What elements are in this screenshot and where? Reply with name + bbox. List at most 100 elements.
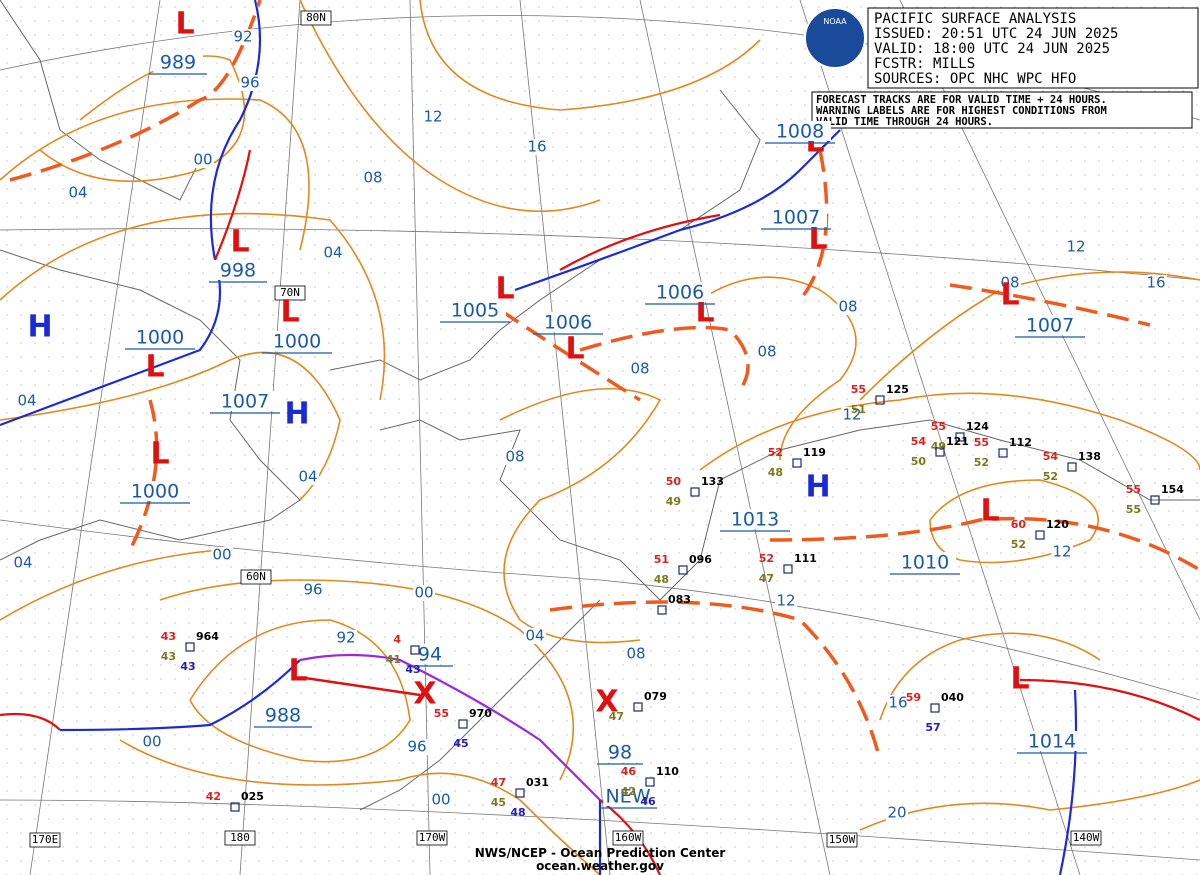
isobar-label-bg <box>67 185 89 201</box>
pressure-symbol: L <box>288 654 307 689</box>
isobar-label: 16 <box>1146 274 1165 292</box>
header-box <box>867 7 1199 89</box>
pressure-value-bg <box>894 552 956 572</box>
station-dew: 43 <box>161 650 176 663</box>
station-dew: 52 <box>974 456 989 469</box>
station-extra: 43 <box>180 660 195 673</box>
pressure-value-bg <box>601 742 639 762</box>
station-symbol <box>1150 495 1160 505</box>
station-pres: 031 <box>526 776 549 789</box>
station-temp: 55 <box>931 420 946 433</box>
isobar-label: 04 <box>17 392 36 410</box>
station-pres: 025 <box>241 790 264 803</box>
station-temp: 4 <box>393 633 401 646</box>
station-symbol <box>410 645 420 655</box>
isobar-label: 00 <box>142 733 161 751</box>
pressure-symbol: L <box>495 272 514 307</box>
isobar-label-bg <box>362 170 384 186</box>
pressure-value: 1010 <box>901 552 949 574</box>
isobar-label: 08 <box>626 645 645 663</box>
station-temp: 54 <box>1043 450 1059 463</box>
pressure-value: 1000 <box>273 331 321 353</box>
isobar-label: 08 <box>838 298 857 316</box>
grid-label: 140W <box>1073 831 1100 844</box>
station-temp: 55 <box>851 383 866 396</box>
station-dew: 49 <box>931 440 946 453</box>
station-temp: 55 <box>1126 483 1141 496</box>
station-temp: 52 <box>768 446 783 459</box>
noaa-logo <box>804 7 866 69</box>
isobar-label-bg <box>239 75 261 91</box>
notice-line: FORECAST TRACKS ARE FOR VALID TIME + 24 … <box>816 94 1107 106</box>
pressure-symbol: X <box>595 685 618 720</box>
station-dew: 55 <box>1126 503 1141 516</box>
station-symbol <box>690 487 700 497</box>
pressure-value-bg <box>649 282 711 302</box>
station-dew: 47 <box>759 572 774 585</box>
coastlines <box>0 0 1200 811</box>
isobar-label-bg <box>12 555 34 571</box>
station-temp: 51 <box>654 553 669 566</box>
station-symbol <box>458 719 468 729</box>
isobar-label: 92 <box>233 28 252 46</box>
troughs <box>9 0 1200 761</box>
station-extra: 45 <box>453 737 468 750</box>
isobar-label: 04 <box>323 244 342 262</box>
station-pres: 120 <box>1046 518 1069 531</box>
isobar-label: 08 <box>757 343 776 361</box>
station-symbol <box>930 703 940 713</box>
pressure-value: 988 <box>265 705 301 727</box>
pressure-value-bg <box>129 327 191 347</box>
pressure-symbol: L <box>145 350 164 385</box>
station-dew: 48 <box>654 573 669 586</box>
station-pres: 138 <box>1078 450 1101 463</box>
isobar-label: 04 <box>68 184 87 202</box>
station-pres: 124 <box>966 420 989 433</box>
grid-label: 70N <box>280 286 300 299</box>
pressure-value: 1013 <box>731 509 779 531</box>
isobar-label: 16 <box>888 694 907 712</box>
pressure-value-bg <box>724 509 786 529</box>
isobar-label: 04 <box>298 468 317 486</box>
station-symbol <box>875 395 885 405</box>
station-temp: 55 <box>974 436 989 449</box>
grid-label-box <box>416 830 448 846</box>
pressure-value-bg <box>769 121 831 141</box>
footer-line: ocean.weather.gov <box>536 859 664 873</box>
station-extra: 46 <box>640 795 656 808</box>
station-temp: 46 <box>621 765 637 778</box>
station-pres: 083 <box>668 593 691 606</box>
pressure-value-bg <box>266 331 328 351</box>
grid-label-box <box>826 832 858 848</box>
station-temp: 50 <box>666 475 682 488</box>
pressure-symbol: L <box>695 295 714 330</box>
grid-label-box <box>274 285 306 301</box>
station-dew: 48 <box>768 466 783 479</box>
station-temp: 42 <box>206 790 221 803</box>
station-symbol <box>935 447 945 457</box>
isobar-label-bg <box>430 792 452 808</box>
station-symbol <box>645 777 655 787</box>
pressure-value: 1000 <box>136 327 184 349</box>
notice-line: VALID TIME THROUGH 24 HOURS. <box>816 116 993 128</box>
pressure-value-bg <box>124 481 186 501</box>
pressure-value: 98 <box>608 742 632 764</box>
pressure-value-bg <box>1021 731 1083 751</box>
isobar-label: 08 <box>1000 274 1019 292</box>
station-pres: 111 <box>794 552 817 565</box>
isobar-label-bg <box>232 29 254 45</box>
grid-label: 180 <box>230 831 250 844</box>
station-temp: 59 <box>906 691 921 704</box>
isobar-label-bg <box>1145 275 1167 291</box>
isobar-label-bg <box>526 139 548 155</box>
station-extra: 43 <box>405 663 420 676</box>
pressure-value-bg <box>153 52 203 72</box>
station-symbol <box>792 458 802 468</box>
station-pres: 119 <box>803 446 826 459</box>
pressure-value: 998 <box>220 260 256 282</box>
pressure-value: 1007 <box>1026 315 1074 337</box>
isobar-label: 04 <box>525 627 544 645</box>
header-line: ISSUED: 20:51 UTC 24 JUN 2025 <box>874 26 1118 42</box>
